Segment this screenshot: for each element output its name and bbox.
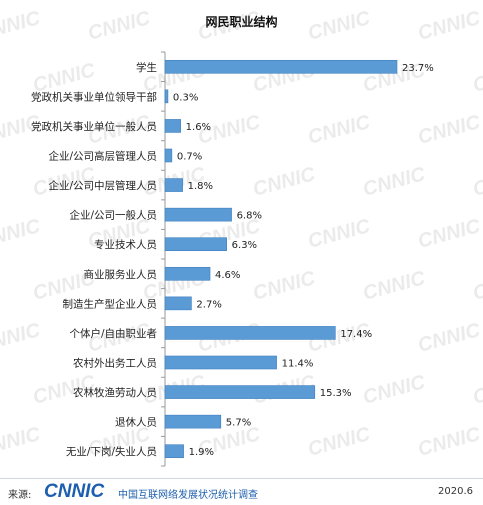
value-label: 4.6% [215, 270, 240, 281]
watermark-text: CNNIC [471, 267, 483, 305]
category-label: 制造生产型企业人员 [63, 297, 158, 310]
category-label: 农林牧渔劳动人员 [73, 386, 157, 399]
category-label: 企业/公司一般人员 [69, 209, 157, 222]
value-label: 23.7% [402, 63, 434, 74]
plot-area: 学生 23.7% 党政机关事业单位领导干部 0.3% 党政机关事业单位一般人员 1.6% 企… [31, 51, 434, 467]
bar [164, 385, 316, 399]
bar [164, 296, 192, 311]
category-label: 农村外出务工人员 [73, 357, 157, 370]
watermark-text: CNNIC [306, 111, 373, 149]
bar [164, 119, 181, 133]
watermark-text: CNNIC [361, 267, 428, 305]
bar [164, 355, 277, 370]
source-label: 来源: [8, 490, 32, 501]
category-label: 个体户/自由职业者 [69, 327, 157, 340]
watermark-text: CNNIC [306, 7, 373, 45]
category-label: 退休人员 [115, 417, 157, 429]
category-label: 党政机关事业单位领导干部 [31, 90, 157, 103]
watermark-text: CNNIC [416, 423, 483, 461]
bar [164, 89, 169, 104]
category-label: 党政机关事业单位一般人员 [31, 120, 157, 133]
bar [164, 444, 184, 459]
value-label: 15.3% [320, 388, 352, 399]
watermark-text: CNNIC [0, 319, 43, 357]
value-label: 2.7% [196, 299, 221, 310]
watermark-text: CNNIC [471, 163, 483, 201]
chart-title: 网民职业结构 [205, 14, 277, 29]
watermark-text: CNNIC [416, 215, 483, 253]
watermark-text: CNNIC [0, 423, 43, 461]
category-label: 企业/公司高层管理人员 [48, 150, 157, 163]
watermark-text: CNNIC [86, 7, 153, 45]
bar [164, 266, 211, 281]
bar [164, 414, 222, 429]
watermark-text: CNNIC [306, 423, 373, 461]
category-label: 无业/下岗/失业人员 [66, 445, 157, 458]
category-label: 专业技术人员 [94, 238, 157, 251]
report-date: 2020.6 [438, 486, 473, 497]
bar [164, 59, 398, 74]
cnnic-logo: CNNIC [44, 481, 105, 502]
watermark-text: CNNIC [416, 111, 483, 149]
value-label: 11.4% [282, 359, 314, 370]
bar [164, 326, 336, 340]
category-label: 学生 [136, 61, 157, 74]
watermark-text: CNNIC [0, 7, 43, 45]
bar [164, 148, 173, 163]
footer: 来源: CNNIC 中国互联网络发展状况统计调查 2020.6 [0, 478, 483, 505]
category-label: 商业服务业人员 [84, 268, 158, 281]
watermark-text: CNNIC [251, 163, 318, 201]
watermark-text: CNNIC [306, 215, 373, 253]
value-label: 6.8% [237, 211, 262, 222]
chart-svg: CNNIC CNNIC CNNIC CNNIC CNNIC CNNIC CNNIC CNNIC… [0, 7, 483, 467]
value-label: 1.6% [186, 122, 211, 133]
value-label: 1.8% [188, 181, 213, 192]
bar [164, 207, 232, 222]
value-label: 0.7% [177, 152, 202, 163]
bar [164, 178, 183, 192]
value-label: 17.4% [340, 329, 372, 340]
bar [164, 237, 227, 252]
survey-name: 中国互联网络发展状况统计调查 [118, 490, 258, 501]
watermark-text: CNNIC [251, 267, 318, 305]
watermark-text: CNNIC [361, 163, 428, 201]
value-label: 6.3% [232, 240, 257, 251]
watermark-text: CNNIC [471, 371, 483, 409]
watermark-text: CNNIC [361, 371, 428, 409]
value-label: 0.3% [173, 92, 198, 103]
watermark-text: CNNIC [471, 59, 483, 97]
watermark-text: CNNIC [416, 319, 483, 357]
watermark-text: CNNIC [416, 7, 483, 45]
value-label: 1.9% [189, 447, 214, 458]
value-label: 5.7% [226, 418, 251, 429]
watermark-text: CNNIC [0, 215, 43, 253]
category-label: 企业/公司中层管理人员 [48, 179, 157, 192]
